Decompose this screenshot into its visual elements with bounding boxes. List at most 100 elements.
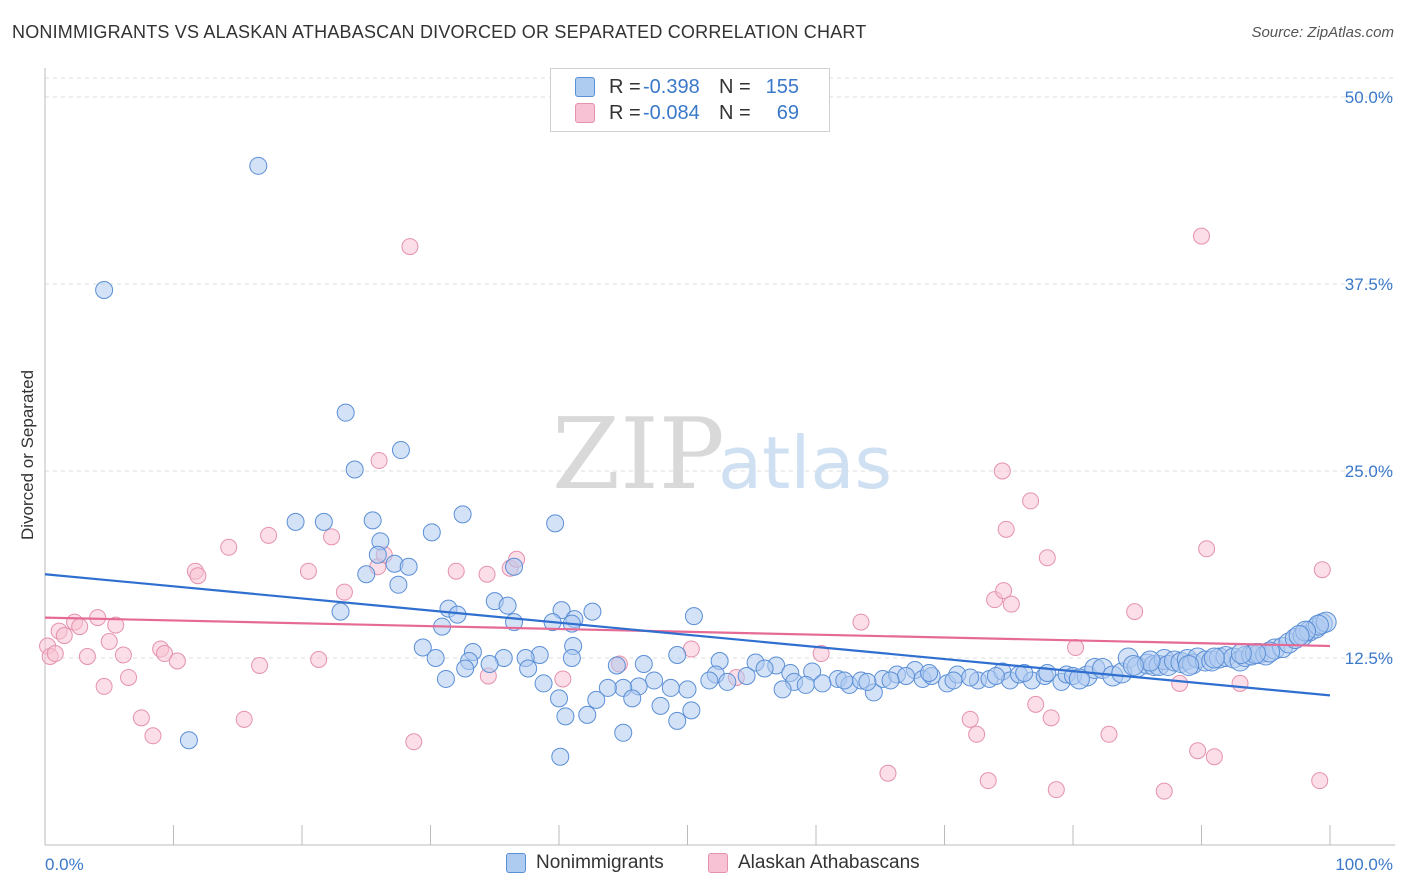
data-point-alaskan-athabascans bbox=[879, 764, 897, 782]
data-point-nonimmigrants bbox=[1015, 663, 1034, 682]
data-point-alaskan-athabascans bbox=[852, 613, 870, 631]
data-point-alaskan-athabascans bbox=[979, 772, 997, 790]
data-point-nonimmigrants bbox=[773, 680, 792, 699]
data-point-alaskan-athabascans bbox=[144, 727, 162, 745]
data-point-nonimmigrants bbox=[986, 666, 1005, 685]
data-point-alaskan-athabascans bbox=[132, 709, 150, 727]
y-axis-label: Divorced or Separated bbox=[18, 370, 37, 540]
data-point-nonimmigrants bbox=[286, 512, 305, 531]
bottom-legend-label: Nonimmigrants bbox=[536, 852, 664, 873]
data-point-alaskan-athabascans bbox=[1067, 639, 1085, 657]
data-point-nonimmigrants bbox=[661, 678, 680, 697]
data-point-alaskan-athabascans bbox=[251, 656, 269, 674]
data-point-nonimmigrants bbox=[314, 512, 333, 531]
data-point-alaskan-athabascans bbox=[995, 582, 1013, 600]
data-point-nonimmigrants bbox=[607, 656, 626, 675]
data-point-alaskan-athabascans bbox=[299, 562, 317, 580]
bottom-legend-label: Alaskan Athabascans bbox=[738, 852, 920, 873]
trend-line-nonimmigrants bbox=[44, 573, 1331, 697]
data-point-alaskan-athabascans bbox=[447, 562, 465, 580]
data-point-alaskan-athabascans bbox=[1027, 695, 1045, 713]
data-point-nonimmigrants bbox=[562, 649, 581, 667]
data-point-nonimmigrants bbox=[1288, 625, 1310, 647]
data-point-alaskan-athabascans bbox=[1205, 748, 1223, 766]
data-point-nonimmigrants bbox=[881, 671, 900, 690]
data-point-nonimmigrants bbox=[1230, 643, 1252, 665]
data-point-alaskan-athabascans bbox=[401, 238, 419, 256]
data-point-alaskan-athabascans bbox=[78, 648, 96, 666]
data-point-nonimmigrants bbox=[336, 403, 355, 422]
bottom-legend-swatch-pink bbox=[708, 853, 728, 873]
data-point-nonimmigrants bbox=[249, 156, 268, 175]
data-point-nonimmigrants bbox=[556, 707, 575, 726]
data-point-nonimmigrants bbox=[436, 669, 455, 688]
data-point-alaskan-athabascans bbox=[235, 710, 253, 728]
data-point-nonimmigrants bbox=[623, 689, 642, 708]
x-tick-label: 0.0% bbox=[45, 855, 84, 874]
data-point-nonimmigrants bbox=[534, 674, 553, 693]
legend-r-value: -0.084 bbox=[643, 101, 700, 124]
data-point-alaskan-athabascans bbox=[1231, 674, 1249, 692]
grid-lines bbox=[45, 77, 1395, 659]
data-point-nonimmigrants bbox=[550, 689, 568, 708]
data-point-nonimmigrants bbox=[391, 441, 410, 460]
data-point-nonimmigrants bbox=[363, 511, 382, 530]
legend-row-alaskan-athabascans: R = -0.084 N = 69 bbox=[575, 101, 799, 125]
data-point-alaskan-athabascans bbox=[189, 567, 207, 585]
legend-n-label: N = bbox=[719, 101, 751, 124]
bottom-legend-swatch-blue bbox=[506, 853, 526, 873]
legend-swatch-blue bbox=[575, 77, 595, 97]
data-point-nonimmigrants bbox=[944, 671, 963, 690]
legend-n-value: 155 bbox=[765, 75, 799, 98]
data-point-alaskan-athabascans bbox=[100, 633, 118, 651]
bottom-legend-alaskan-athabascans: Alaskan Athabascans bbox=[708, 852, 920, 874]
y-tick-label: 12.5% bbox=[1345, 649, 1393, 668]
data-point-alaskan-athabascans bbox=[1155, 782, 1173, 800]
data-point-alaskan-athabascans bbox=[1189, 742, 1207, 760]
data-point-nonimmigrants bbox=[456, 659, 475, 678]
data-point-alaskan-athabascans bbox=[71, 618, 89, 636]
data-point-nonimmigrants bbox=[498, 596, 517, 615]
trend-lines bbox=[44, 573, 1331, 697]
legend-n-label: N = bbox=[719, 75, 751, 98]
data-point-alaskan-athabascans bbox=[961, 710, 979, 728]
data-point-nonimmigrants bbox=[1203, 647, 1225, 669]
data-point-nonimmigrants bbox=[796, 675, 815, 694]
chart-title: NONIMMIGRANTS VS ALASKAN ATHABASCAN DIVO… bbox=[12, 22, 867, 42]
data-point-nonimmigrants bbox=[598, 678, 617, 697]
data-point-alaskan-athabascans bbox=[1171, 674, 1189, 692]
data-point-alaskan-athabascans bbox=[1198, 540, 1216, 558]
data-point-nonimmigrants bbox=[645, 671, 664, 690]
data-point-alaskan-athabascans bbox=[1193, 227, 1210, 245]
data-point-alaskan-athabascans bbox=[812, 645, 830, 663]
data-point-nonimmigrants bbox=[668, 646, 687, 665]
legend-r-value: -0.398 bbox=[643, 75, 700, 98]
data-point-alaskan-athabascans bbox=[220, 538, 238, 556]
data-point-alaskan-athabascans bbox=[1311, 772, 1329, 790]
data-point-alaskan-athabascans bbox=[997, 520, 1015, 538]
data-point-nonimmigrants bbox=[587, 690, 606, 709]
data-point-nonimmigrants bbox=[551, 747, 570, 766]
data-point-alaskan-athabascans bbox=[993, 462, 1011, 480]
data-point-nonimmigrants bbox=[546, 514, 565, 533]
data-point-nonimmigrants bbox=[614, 723, 633, 742]
legend-r-label: R = bbox=[609, 75, 641, 98]
correlation-legend: R = -0.398 N = 155 R = -0.084 N = 69 bbox=[550, 68, 830, 132]
bottom-legend-nonimmigrants: Nonimmigrants bbox=[506, 852, 664, 874]
data-point-alaskan-athabascans bbox=[107, 616, 125, 634]
data-point-nonimmigrants bbox=[755, 659, 774, 678]
data-point-alaskan-athabascans bbox=[323, 528, 341, 546]
data-point-alaskan-athabascans bbox=[1313, 561, 1331, 579]
data-point-nonimmigrants bbox=[700, 671, 719, 690]
data-point-nonimmigrants bbox=[519, 659, 538, 678]
data-point-nonimmigrants bbox=[422, 523, 441, 542]
data-point-nonimmigrants bbox=[399, 557, 418, 576]
data-point-alaskan-athabascans bbox=[1038, 549, 1056, 567]
data-point-nonimmigrants bbox=[426, 649, 445, 667]
legend-swatch-pink bbox=[575, 103, 595, 123]
data-point-nonimmigrants bbox=[813, 674, 832, 693]
data-point-nonimmigrants bbox=[552, 601, 571, 620]
data-point-alaskan-athabascans bbox=[1126, 603, 1144, 621]
data-point-nonimmigrants bbox=[858, 672, 877, 691]
